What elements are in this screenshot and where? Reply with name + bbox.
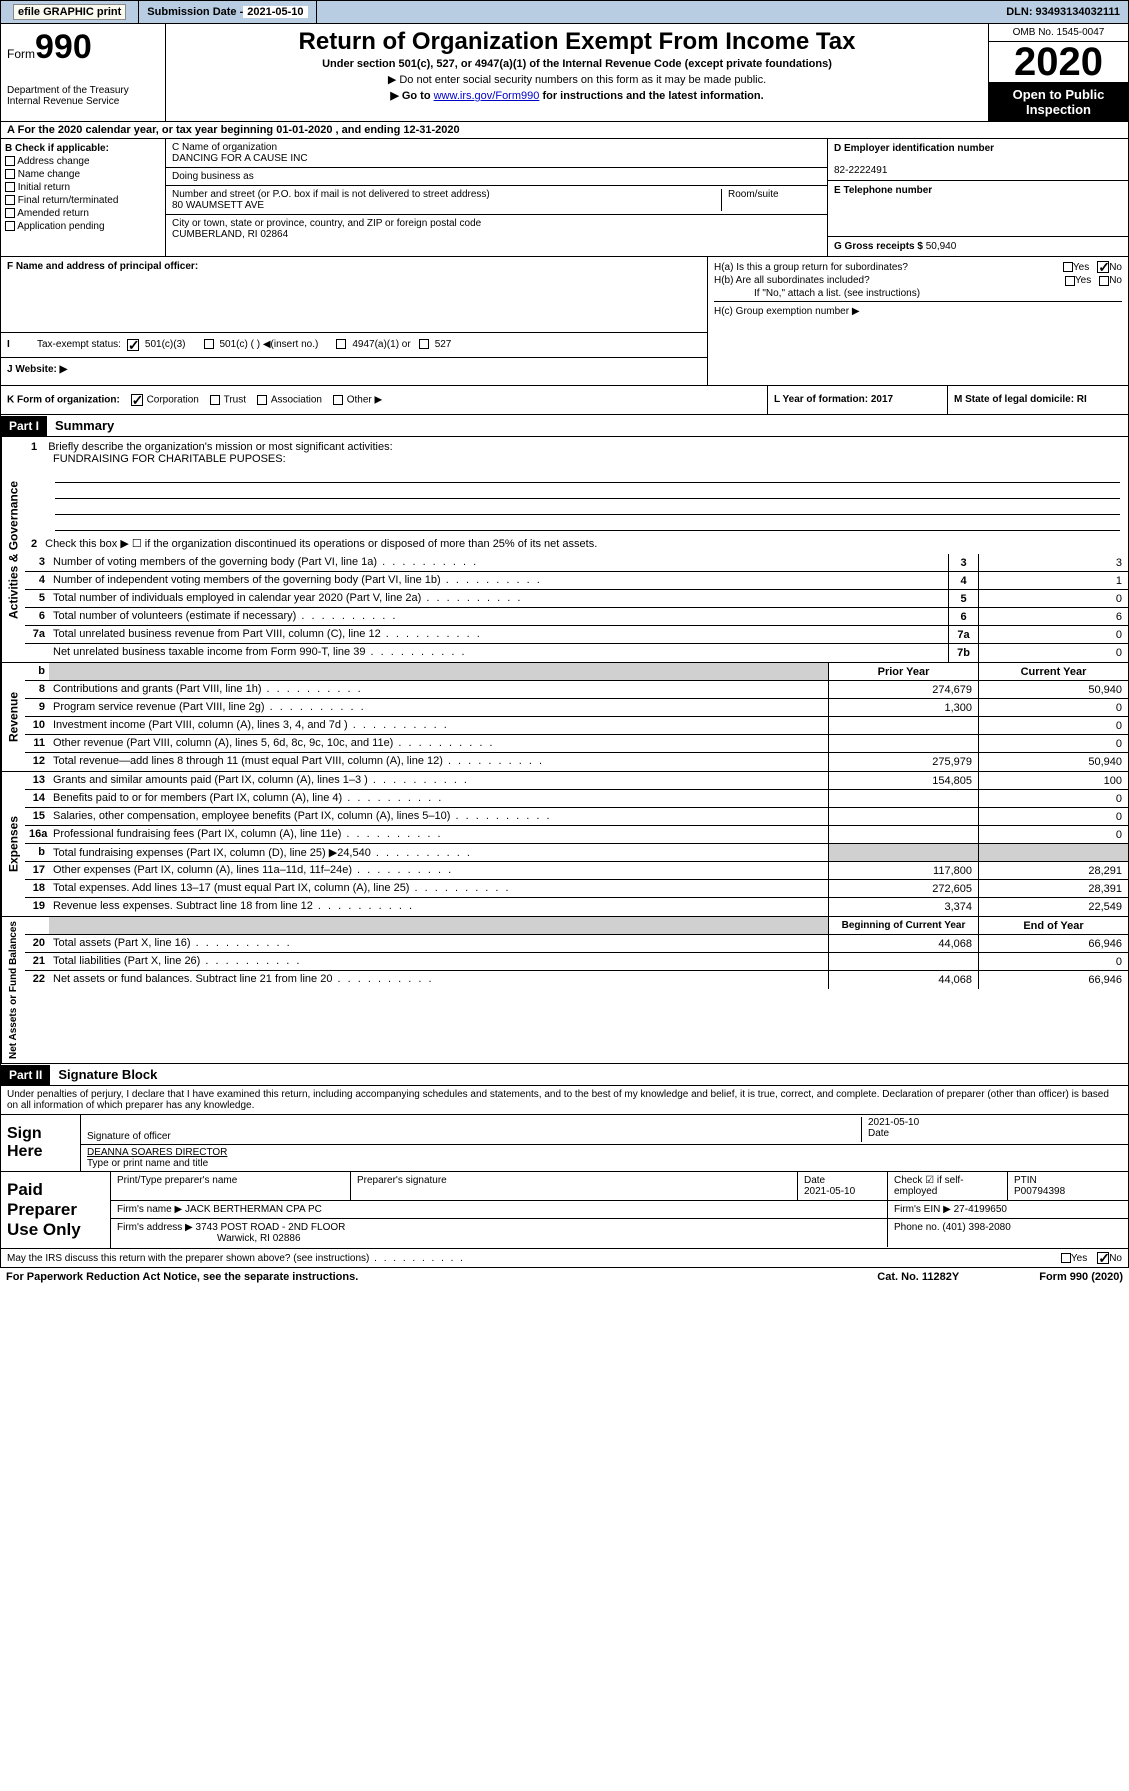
col-f: F Name and address of principal officer:… — [1, 257, 708, 385]
header-mid: Return of Organization Exempt From Incom… — [166, 24, 988, 121]
year: 2020 — [989, 42, 1128, 83]
gross: 50,940 — [926, 241, 957, 252]
col-h: H(a) Is this a group return for subordin… — [708, 257, 1128, 385]
header: Form990 Department of the Treasury Inter… — [0, 24, 1129, 122]
street: 80 WAUMSETT AVE — [172, 200, 721, 211]
top-bar: efile GRAPHIC print Submission Date - 20… — [0, 0, 1129, 24]
note2: ▶ Go to www.irs.gov/Form990 for instruct… — [170, 89, 984, 102]
data-line: 22 Net assets or fund balances. Subtract… — [25, 971, 1128, 989]
data-line: 14 Benefits paid to or for members (Part… — [25, 790, 1128, 808]
chk-name[interactable]: Name change — [5, 169, 161, 180]
efile-cell: efile GRAPHIC print — [1, 1, 139, 23]
firm: JACK BERTHERMAN CPA PC — [185, 1204, 322, 1215]
mission: FUNDRAISING FOR CHARITABLE PUPOSES: — [53, 453, 286, 465]
sig-date: 2021-05-10 — [868, 1117, 1122, 1128]
data-line: 17 Other expenses (Part IX, column (A), … — [25, 862, 1128, 880]
title: Return of Organization Exempt From Incom… — [170, 28, 984, 56]
gov-line: 5 Total number of individuals employed i… — [25, 590, 1128, 608]
data-line: 12 Total revenue—add lines 8 through 11 … — [25, 753, 1128, 771]
form-number: Form990 — [7, 28, 159, 67]
gov-line: 6 Total number of volunteers (estimate i… — [25, 608, 1128, 626]
city: CUMBERLAND, RI 02864 — [172, 229, 288, 240]
dln: DLN: 93493134032111 — [998, 1, 1128, 23]
block-fh: F Name and address of principal officer:… — [0, 257, 1129, 386]
expenses: Expenses 13 Grants and similar amounts p… — [0, 772, 1129, 917]
bottom-row: For Paperwork Reduction Act Notice, see … — [0, 1268, 1129, 1286]
part2-header: Part II Signature Block — [0, 1064, 1129, 1086]
signature-block: Under penalties of perjury, I declare th… — [0, 1086, 1129, 1172]
header-left: Form990 Department of the Treasury Inter… — [1, 24, 166, 121]
col-d: D Employer identification number 82-2222… — [828, 139, 1128, 256]
block-bcd: B Check if applicable: Address change Na… — [0, 139, 1129, 257]
firm-ein: 27-4199650 — [954, 1204, 1007, 1215]
chk-4947[interactable] — [336, 339, 346, 349]
open-public: Open to Public Inspection — [989, 83, 1128, 121]
row-klm: K Form of organization: Corporation Trus… — [0, 386, 1129, 415]
col-b: B Check if applicable: Address change Na… — [1, 139, 166, 256]
chk-501c[interactable] — [204, 339, 214, 349]
note1: ▶ Do not enter social security numbers o… — [170, 73, 984, 86]
governance: Activities & Governance 1 Briefly descri… — [0, 437, 1129, 663]
irs-link[interactable]: www.irs.gov/Form990 — [434, 90, 540, 102]
data-line: b Total fundraising expenses (Part IX, c… — [25, 844, 1128, 862]
data-line: 8 Contributions and grants (Part VIII, l… — [25, 681, 1128, 699]
preparer-block: Paid Preparer Use Only Print/Type prepar… — [0, 1172, 1129, 1249]
chk-amended[interactable]: Amended return — [5, 208, 161, 219]
data-line: 9 Program service revenue (Part VIII, li… — [25, 699, 1128, 717]
subtitle: Under section 501(c), 527, or 4947(a)(1)… — [170, 58, 984, 70]
revenue: Revenue b Prior Year Current Year 8 Cont… — [0, 663, 1129, 772]
org-name: DANCING FOR A CAUSE INC — [172, 153, 308, 164]
data-line: 11 Other revenue (Part VIII, column (A),… — [25, 735, 1128, 753]
discuss-row: May the IRS discuss this return with the… — [0, 1249, 1129, 1268]
officer-name: DEANNA SOARES DIRECTOR — [87, 1147, 1122, 1158]
gov-line: Net unrelated business taxable income fr… — [25, 644, 1128, 662]
data-line: 21 Total liabilities (Part X, line 26) 0 — [25, 953, 1128, 971]
col-c: C Name of organization DANCING FOR A CAU… — [166, 139, 828, 256]
line-a: A For the 2020 calendar year, or tax yea… — [0, 122, 1129, 139]
part1-header: Part I Summary — [0, 415, 1129, 437]
dept: Department of the Treasury Internal Reve… — [7, 85, 159, 107]
chk-addr[interactable]: Address change — [5, 156, 161, 167]
data-line: 10 Investment income (Part VIII, column … — [25, 717, 1128, 735]
net-assets: Net Assets or Fund Balances Beginning of… — [0, 917, 1129, 1064]
data-line: 19 Revenue less expenses. Subtract line … — [25, 898, 1128, 916]
gov-line: 3 Number of voting members of the govern… — [25, 554, 1128, 572]
chk-501c3[interactable] — [127, 339, 139, 351]
data-line: 16a Professional fundraising fees (Part … — [25, 826, 1128, 844]
gov-line: 7a Total unrelated business revenue from… — [25, 626, 1128, 644]
efile-button[interactable]: efile GRAPHIC print — [13, 4, 126, 20]
sub-date: 2021-05-10 — [243, 6, 307, 18]
chk-527[interactable] — [419, 339, 429, 349]
submission-cell: Submission Date - 2021-05-10 — [139, 1, 316, 23]
data-line: 18 Total expenses. Add lines 13–17 (must… — [25, 880, 1128, 898]
chk-pending[interactable]: Application pending — [5, 221, 161, 232]
ptin: P00794398 — [1014, 1186, 1065, 1197]
data-line: 13 Grants and similar amounts paid (Part… — [25, 772, 1128, 790]
chk-final[interactable]: Final return/terminated — [5, 195, 161, 206]
sub-label: Submission Date - — [147, 6, 243, 18]
chk-initial[interactable]: Initial return — [5, 182, 161, 193]
gov-line: 4 Number of independent voting members o… — [25, 572, 1128, 590]
phone: (401) 398-2080 — [942, 1222, 1010, 1233]
header-right: OMB No. 1545-0047 2020 Open to Public In… — [988, 24, 1128, 121]
data-line: 20 Total assets (Part X, line 16) 44,068… — [25, 935, 1128, 953]
ein: 82-2222491 — [834, 165, 887, 176]
data-line: 15 Salaries, other compensation, employe… — [25, 808, 1128, 826]
